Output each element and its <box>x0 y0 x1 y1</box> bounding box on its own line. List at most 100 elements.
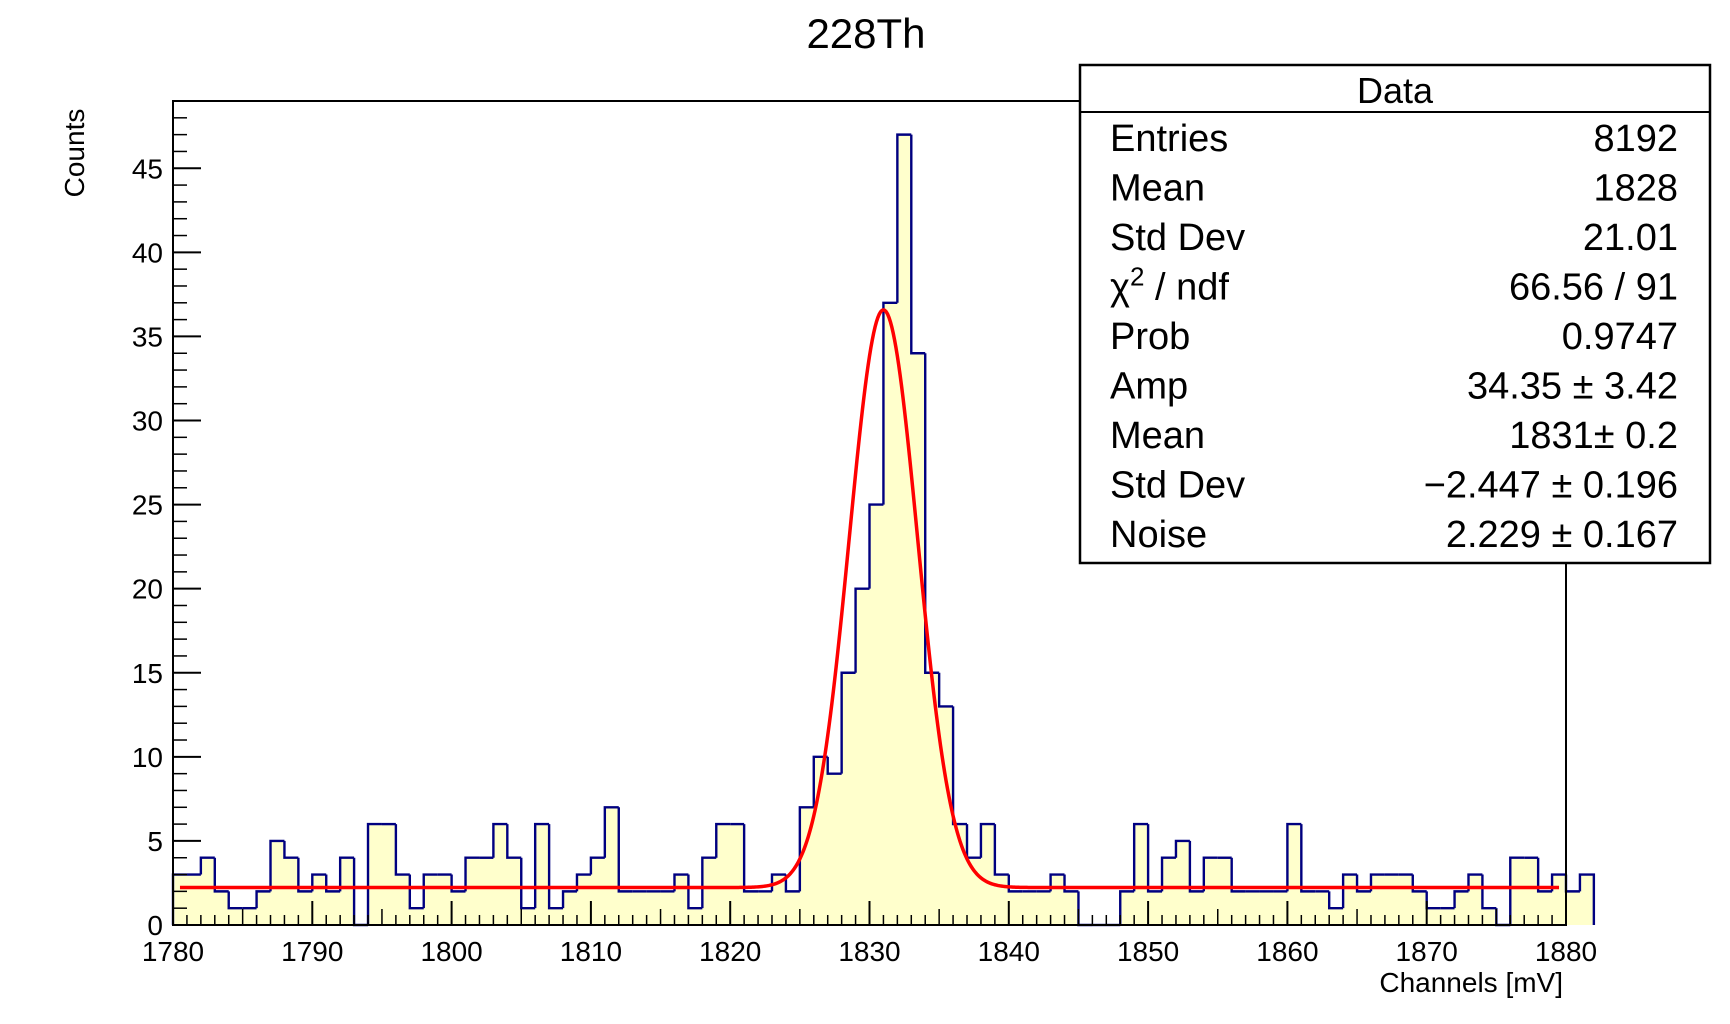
histogram-bin <box>492 822 508 858</box>
histogram-bin <box>1300 824 1316 893</box>
x-tick-label: 1870 <box>1396 936 1458 967</box>
histogram-bin <box>1536 857 1553 893</box>
y-tick-label: 10 <box>132 742 163 773</box>
histogram-bin <box>408 874 424 910</box>
histogram-bin <box>798 806 814 892</box>
y-tick-label: 20 <box>132 574 163 605</box>
x-tick-label: 1810 <box>560 936 622 967</box>
histogram-bin <box>311 873 327 892</box>
histogram-bin <box>1202 856 1218 892</box>
histogram-bin <box>1453 890 1469 909</box>
y-tick-label: 30 <box>132 406 163 437</box>
y-axis-label: Counts <box>59 109 90 198</box>
histogram-bin <box>937 672 954 708</box>
histogram-bin <box>366 822 382 925</box>
stats-row-value: 66.56 / 91 <box>1509 267 1678 309</box>
stats-row-value: 2.229 ± 0.167 <box>1446 514 1678 556</box>
x-tick-label: 1840 <box>978 936 1040 967</box>
histogram-bin <box>1509 856 1525 925</box>
histogram-bin <box>269 839 285 892</box>
stats-row-label: Entries <box>1110 118 1228 160</box>
y-tick-label: 15 <box>132 658 163 689</box>
stats-row-value: 8192 <box>1593 118 1678 160</box>
histogram-bin <box>882 301 898 505</box>
histogram-bin <box>1467 873 1483 892</box>
x-tick-label: 1850 <box>1117 936 1179 967</box>
histogram-bin <box>742 824 759 893</box>
x-tick-label: 1820 <box>699 936 761 967</box>
histogram-bin <box>464 856 480 892</box>
stats-row-label: χ2 / ndf <box>1110 262 1229 309</box>
stats-row-label: Prob <box>1110 316 1190 358</box>
stats-row-label: Std Dev <box>1110 465 1245 507</box>
histogram-bin <box>1411 874 1427 893</box>
histogram-bin <box>352 857 369 927</box>
histogram-bin <box>325 874 341 893</box>
histogram-bin <box>506 824 522 859</box>
histogram-bin <box>840 671 856 774</box>
histogram-bin <box>1077 891 1093 927</box>
histogram-bin <box>1063 874 1079 893</box>
stats-row-value: 21.01 <box>1583 217 1678 259</box>
histogram-bin <box>673 873 689 892</box>
histogram-bin <box>575 873 591 892</box>
stats-row-value: 34.35 ± 3.42 <box>1467 366 1678 408</box>
x-tick-label: 1800 <box>420 936 482 967</box>
histogram-bin <box>589 856 605 875</box>
histogram-bin <box>213 857 229 893</box>
histogram-bin <box>450 874 466 893</box>
histogram-fill <box>173 134 1594 925</box>
histogram-bin <box>924 353 940 674</box>
stats-row-label: Std Dev <box>1110 217 1245 259</box>
histogram-bin <box>547 824 564 910</box>
histogram-bin <box>199 856 215 875</box>
histogram-bin <box>951 706 968 826</box>
histogram-bin <box>533 822 550 909</box>
histogram-bin <box>715 822 731 858</box>
y-tick-label: 25 <box>132 490 163 521</box>
fit-curve <box>179 308 1560 890</box>
stats-row-value: 1831± 0.2 <box>1509 415 1678 457</box>
histogram-bin <box>1578 873 1596 925</box>
histogram-bin <box>1146 824 1163 893</box>
stats-row-label: Mean <box>1110 168 1205 210</box>
histogram-bin <box>617 807 633 893</box>
histogram-bin <box>965 824 981 859</box>
x-tick-label: 1830 <box>838 936 900 967</box>
y-tick-label: 35 <box>132 321 163 352</box>
histogram-bin <box>784 874 800 893</box>
histogram-bin <box>297 857 313 893</box>
y-tick-label: 45 <box>132 153 163 184</box>
histogram-bin <box>1369 873 1385 892</box>
histogram-bin <box>854 587 870 673</box>
histogram-bin <box>1007 874 1023 893</box>
histogram-bin <box>603 806 619 858</box>
histogram-bin <box>1495 908 1511 927</box>
stats-box-header: Data <box>1357 70 1434 111</box>
stats-row-value: −2.447 ± 0.196 <box>1424 465 1678 507</box>
histogram-bin <box>1188 840 1204 893</box>
histogram-bin <box>1550 873 1566 892</box>
y-tick-label: 40 <box>132 237 163 268</box>
histogram-bin <box>338 856 355 892</box>
histogram-bin <box>868 503 884 589</box>
histogram-bin <box>993 824 1009 876</box>
histogram-bin <box>1564 874 1580 893</box>
histogram-bin <box>1481 874 1497 910</box>
histogram-bin <box>1132 822 1149 892</box>
histogram-bin <box>979 822 995 858</box>
histogram-bin <box>561 890 577 909</box>
histogram-bin <box>1327 891 1344 910</box>
histogram-bin <box>826 756 842 775</box>
stats-row-value: 1828 <box>1593 168 1678 210</box>
stats-row-label: Mean <box>1110 415 1205 457</box>
histogram-bin <box>896 133 912 303</box>
histogram-bin <box>1286 822 1302 892</box>
stats-row-label: Noise <box>1110 514 1207 556</box>
histogram-bin <box>687 874 703 910</box>
histogram-bin <box>1174 839 1190 858</box>
stats-row-label: Amp <box>1110 366 1188 408</box>
histogram-bin <box>1119 890 1135 925</box>
x-tick-label: 1790 <box>281 936 343 967</box>
